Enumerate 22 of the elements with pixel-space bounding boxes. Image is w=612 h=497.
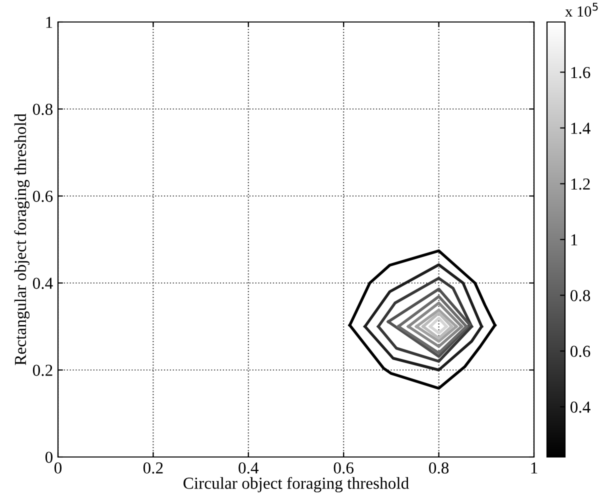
color-bar-label: 1.4	[571, 122, 590, 134]
x-tick-label: 0.6	[334, 462, 354, 474]
x-axis-title: Circular object foraging threshold	[184, 476, 409, 492]
x-tick-label: 0.2	[143, 462, 163, 474]
y-axis-title: Rectangular object foraging threshold	[14, 114, 30, 366]
y-tick-label: 0	[45, 452, 53, 463]
y-tick-label: 0.2	[32, 364, 52, 376]
color-bar-label: 1.6	[571, 66, 590, 78]
x-tick-label: 0.4	[238, 462, 259, 474]
y-tick-label: 0.4	[32, 278, 53, 290]
color-bar-label: 0.6	[570, 346, 590, 358]
y-tick-label: 1	[46, 16, 52, 28]
color-bar-title: x 10$^{5}$	[565, 2, 598, 17]
x-tick-label: 1	[531, 462, 538, 474]
y-tick-label: 0.8	[32, 104, 53, 116]
color-bar-label: 1	[571, 234, 578, 246]
color-bar-label: 0.4	[570, 402, 590, 413]
color-bar-label: 0.8	[570, 290, 590, 302]
x-tick-label: 0.8	[429, 462, 449, 474]
y-tick-label: 0.6	[32, 190, 53, 202]
color-bar-label: 1.2	[571, 178, 590, 190]
x-tick-label: 0	[54, 462, 62, 474]
